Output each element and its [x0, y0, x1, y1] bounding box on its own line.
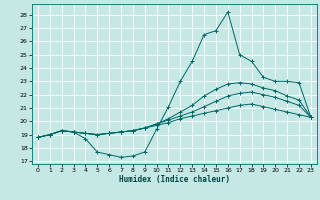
X-axis label: Humidex (Indice chaleur): Humidex (Indice chaleur): [119, 175, 230, 184]
